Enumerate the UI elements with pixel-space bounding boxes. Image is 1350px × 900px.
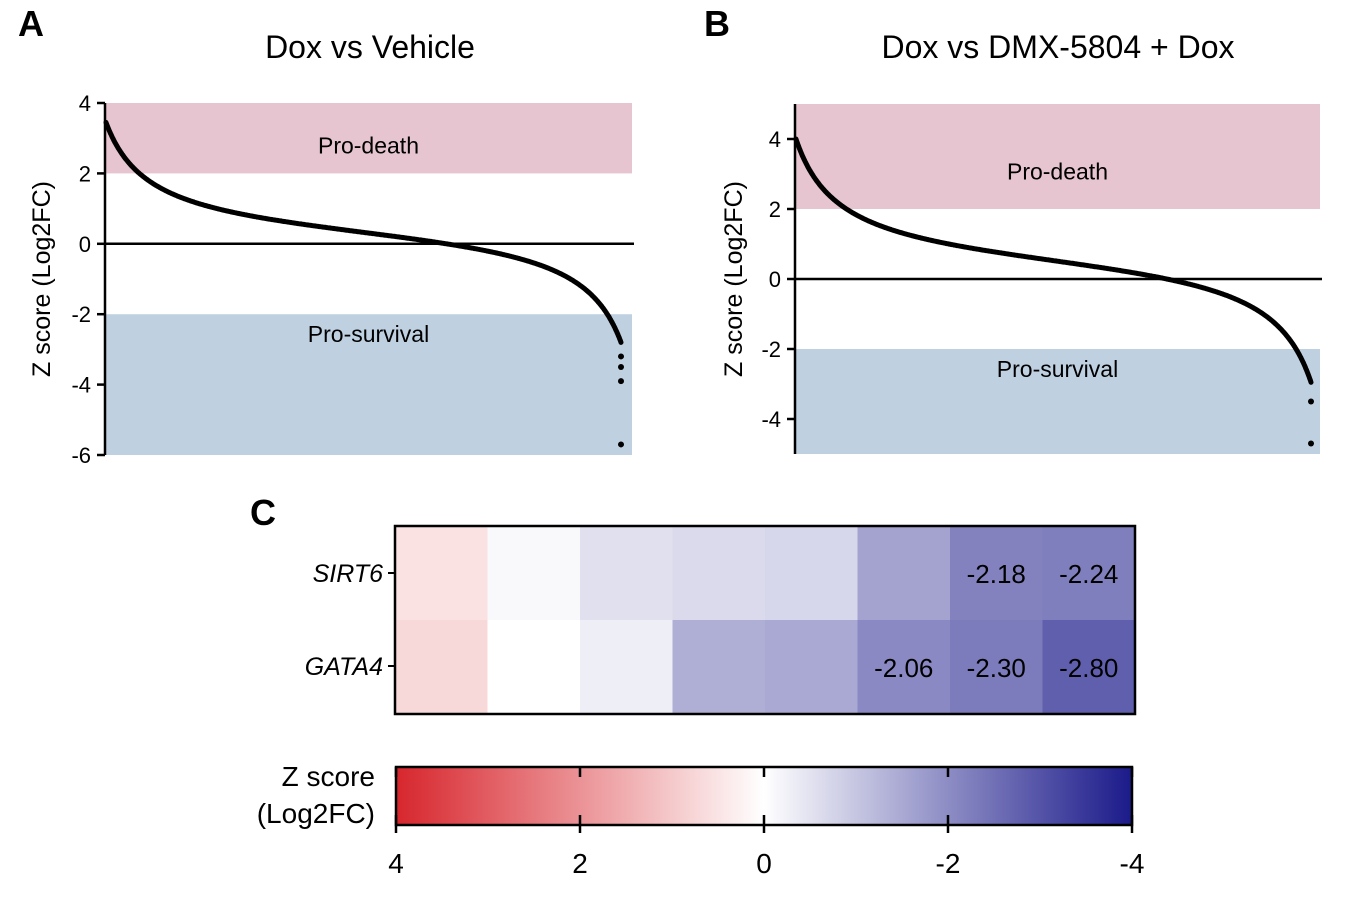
- heatmap-cell-label: -2.18: [967, 559, 1026, 589]
- panel-b-band-label-pro-death: Pro-death: [1007, 159, 1108, 185]
- heatmap-row-label-sirt6: SIRT6: [313, 560, 383, 588]
- heatmap-cell: [857, 526, 951, 621]
- panel-b-tick-label: -4: [761, 407, 781, 432]
- panel-letter-a: A: [18, 3, 44, 44]
- panel-letter-b: B: [704, 3, 730, 44]
- panel-a-points: [103, 119, 624, 448]
- data-curve: [103, 119, 624, 345]
- panel-b-tick-label: 4: [769, 127, 781, 152]
- panel-a-band-label-pro-death: Pro-death: [318, 133, 419, 159]
- heatmap-row-label-gata4: GATA4: [305, 653, 383, 681]
- panel-a-tick-label: -4: [71, 373, 91, 398]
- panel-b-y-ticks: 4 2 0 -2 -4: [761, 127, 795, 432]
- heatmap-cell: [580, 620, 673, 715]
- panel-b-tick-label: -2: [761, 337, 781, 362]
- panel-a-tick-label: 0: [79, 232, 91, 257]
- colorbar-tick-label: -4: [1120, 848, 1145, 879]
- heatmap-cell: [765, 620, 858, 715]
- outlier-point: [618, 353, 624, 360]
- data-curve: [793, 136, 1314, 385]
- heatmap-cells: [395, 526, 1136, 715]
- panel-a-y-ticks: 4 2 0 -2 -4 -6: [71, 91, 105, 468]
- panel-letter-c: C: [250, 492, 276, 533]
- heatmap-cell-label: -2.24: [1059, 559, 1118, 589]
- panel-b-band-pro-survival: [795, 349, 1320, 454]
- heatmap-cell: [1042, 620, 1136, 715]
- heatmap-cell: [672, 526, 766, 621]
- colorbar-tick-label: 4: [388, 848, 404, 879]
- colorbar-tick-label: 2: [572, 848, 588, 879]
- heatmap-cell: [950, 620, 1043, 715]
- heatmap-frame: [393, 524, 1137, 716]
- colorbar-tick-label: 0: [756, 848, 772, 879]
- heatmap-cell-label: -2.80: [1059, 653, 1118, 683]
- panel-a-tick-label: -2: [71, 302, 91, 327]
- heatmap-cell: [395, 620, 488, 715]
- panel-a-tick-label: -6: [71, 443, 91, 468]
- heatmap-cell: [487, 526, 581, 621]
- heatmap-cell: [672, 620, 766, 715]
- outlier-point: [618, 441, 624, 448]
- heatmap-cell: [857, 620, 951, 715]
- panel-a-band-label-pro-survival: Pro-survival: [308, 321, 429, 347]
- panel-a-title: Dox vs Vehicle: [265, 29, 475, 65]
- panel-b-band-pro-death: [795, 104, 1320, 209]
- colorbar-tick-label: -2: [936, 848, 961, 879]
- heatmap-cell: [395, 526, 488, 621]
- outlier-point: [618, 378, 624, 385]
- heatmap-cell: [765, 526, 858, 621]
- panel-a-chart: Dox vs Vehicle Z score (Log2FC) Pro-deat…: [28, 29, 634, 468]
- outlier-point: [1308, 440, 1314, 447]
- colorbar-label-line2: (Log2FC): [257, 798, 375, 829]
- heatmap-cell-label: -2.06: [874, 653, 933, 683]
- heatmap-cell: [950, 526, 1043, 621]
- heatmap-cell: [1042, 526, 1136, 621]
- colorbar-ticks: 4 2 0 -2 -4: [388, 767, 1144, 879]
- panel-b-points: [793, 136, 1314, 447]
- heatmap-cell-label: -2.30: [967, 653, 1026, 683]
- panel-b-tick-label: 0: [769, 267, 781, 292]
- panel-b-ylabel: Z score (Log2FC): [720, 181, 748, 377]
- panel-b-title: Dox vs DMX-5804 + Dox: [881, 29, 1234, 65]
- colorbar-label-line1: Z score: [282, 761, 375, 792]
- heatmap-cell-labels: -2.18 -2.24 -2.06 -2.30 -2.80: [874, 559, 1118, 683]
- colorbar: Z score (Log2FC) 4 2 0 -2 -4: [257, 761, 1145, 879]
- panel-c-heatmap: SIRT6 GATA4 -2.18 -2.24 -2.06 -2.30 -2.8…: [305, 524, 1137, 716]
- panel-a-band-pro-death: [105, 103, 632, 174]
- heatmap-cell: [580, 526, 673, 621]
- panel-b-tick-label: 2: [769, 197, 781, 222]
- outlier-point: [618, 364, 624, 370]
- outlier-point: [1308, 398, 1314, 405]
- panel-b-chart: Dox vs DMX-5804 + Dox Z score (Log2FC) P…: [720, 29, 1322, 454]
- panel-a-tick-label: 4: [79, 91, 91, 116]
- heatmap-cell: [487, 620, 581, 715]
- panel-b-band-label-pro-survival: Pro-survival: [997, 356, 1118, 382]
- panel-a-tick-label: 2: [79, 161, 91, 186]
- panel-a-ylabel: Z score (Log2FC): [28, 181, 56, 377]
- panel-a-band-pro-survival: [105, 314, 632, 455]
